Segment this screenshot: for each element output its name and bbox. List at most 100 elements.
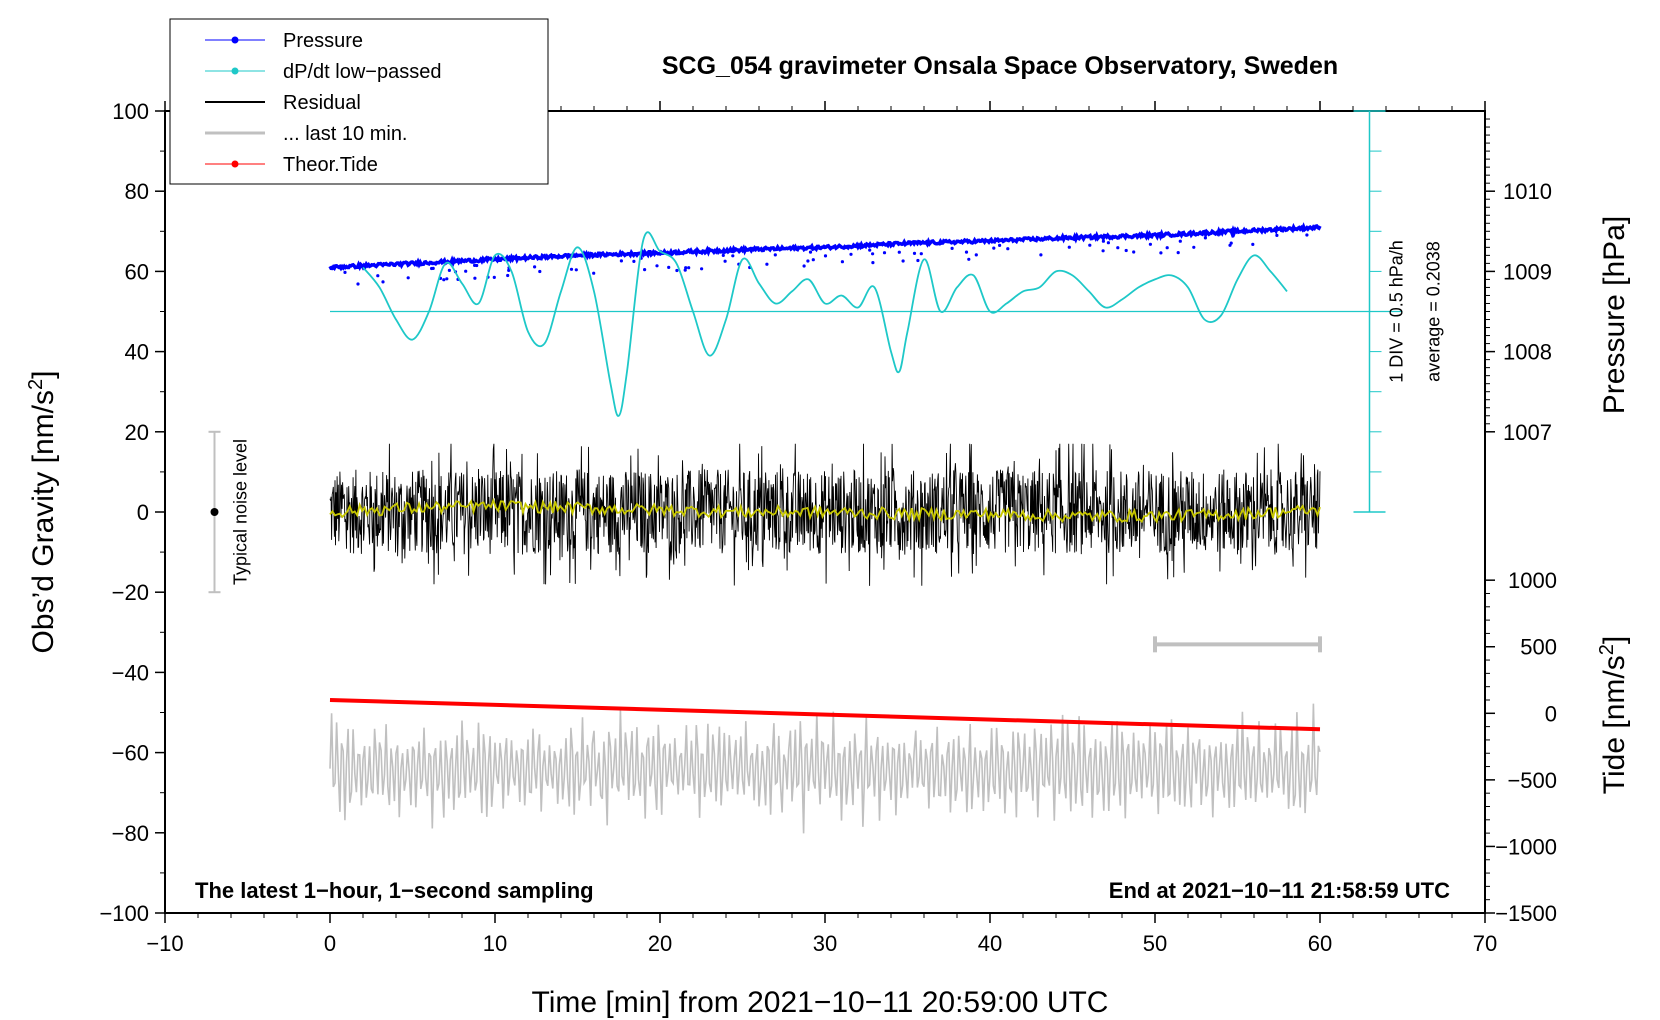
pressure-point bbox=[901, 259, 905, 263]
pressure-tick-label: 1008 bbox=[1503, 340, 1552, 365]
pressure-point bbox=[1148, 242, 1152, 246]
pressure-point bbox=[1124, 248, 1128, 253]
legend-label-dpdt: dP/dt low−passed bbox=[283, 61, 441, 83]
x-tick-label: 40 bbox=[978, 931, 1002, 956]
pressure-point bbox=[897, 250, 901, 254]
pressure-point bbox=[619, 259, 624, 263]
pressure-point bbox=[492, 275, 496, 279]
y-axis-title-tide: Tide [nm/s2] bbox=[1596, 636, 1631, 794]
pressure-tick-label: 1007 bbox=[1503, 420, 1552, 445]
dpdt-line bbox=[362, 231, 1288, 417]
pressure-point bbox=[445, 277, 449, 281]
pressure-point bbox=[1039, 253, 1043, 257]
pressure-point bbox=[1251, 242, 1255, 246]
pressure-point bbox=[687, 266, 691, 270]
pressure-point bbox=[1229, 241, 1233, 245]
pressure-point bbox=[1192, 245, 1196, 249]
pressure-tick-label: 1009 bbox=[1503, 259, 1552, 284]
pressure-point bbox=[1231, 234, 1235, 238]
pressure-point bbox=[731, 254, 735, 258]
pressure-point bbox=[475, 263, 479, 268]
tide-tick-label: −500 bbox=[1507, 768, 1557, 793]
pressure-point bbox=[823, 254, 828, 258]
pressure-point bbox=[1203, 236, 1207, 240]
dpdt-series bbox=[330, 110, 1403, 513]
pressure-point bbox=[643, 268, 647, 272]
pressure-point bbox=[765, 262, 769, 266]
pressure-point bbox=[1101, 239, 1105, 243]
pressure-point bbox=[667, 265, 671, 269]
pressure-point bbox=[1275, 233, 1279, 237]
y-tick-label: 20 bbox=[125, 420, 149, 445]
x-tick-label: 0 bbox=[324, 931, 336, 956]
pressure-point bbox=[343, 270, 347, 274]
legend-label-pressure: Pressure bbox=[283, 30, 363, 52]
chart-title: SCG_054 gravimeter Onsala Space Observat… bbox=[662, 52, 1338, 80]
pressure-point bbox=[882, 251, 887, 255]
legend-marker-dpdt bbox=[231, 67, 239, 75]
legend-item-pressure: Pressure bbox=[205, 30, 363, 52]
tide-tick-label: −1000 bbox=[1495, 834, 1557, 859]
pressure-point bbox=[632, 259, 636, 263]
legend-marker-tide bbox=[231, 160, 239, 168]
pressure-point bbox=[998, 243, 1002, 247]
pressure-point bbox=[430, 266, 434, 271]
tide-tick-label: −1500 bbox=[1495, 901, 1557, 926]
pressure-point bbox=[992, 246, 996, 250]
legend: Pressure dP/dt low−passed Residual ... l… bbox=[169, 18, 549, 185]
pressure-point bbox=[1305, 233, 1309, 237]
bottom-left-note: The latest 1−hour, 1−second sampling bbox=[195, 878, 594, 903]
pressure-point bbox=[700, 267, 704, 271]
pressure-point bbox=[684, 266, 688, 270]
legend-item-tide: Theor.Tide bbox=[205, 154, 378, 176]
pressure-point bbox=[1067, 245, 1071, 249]
pressure-point bbox=[871, 261, 875, 265]
pressure-point bbox=[683, 268, 687, 272]
pressure-point bbox=[1178, 239, 1182, 243]
pressure-point bbox=[592, 271, 596, 275]
pressure-point bbox=[1165, 246, 1169, 250]
legend-item-residual: Residual bbox=[205, 92, 361, 114]
legend-label-residual: Residual bbox=[283, 92, 361, 114]
x-tick-label: 20 bbox=[648, 931, 672, 956]
y-tick-label: 0 bbox=[137, 500, 149, 525]
pressure-point bbox=[1101, 249, 1105, 253]
pressure-point bbox=[811, 258, 815, 262]
pressure-series bbox=[328, 222, 1322, 286]
y-tick-label: 80 bbox=[125, 179, 149, 204]
pressure-point bbox=[840, 260, 845, 264]
residual-series bbox=[329, 443, 1321, 586]
noise-center-dot bbox=[210, 508, 219, 516]
pressure-point bbox=[1006, 247, 1010, 251]
pressure-point bbox=[773, 253, 777, 257]
bottom-right-note: End at 2021−10−11 21:58:59 UTC bbox=[1109, 878, 1450, 903]
pressure-point bbox=[1088, 243, 1092, 247]
y-axis-title-main-sup: 2 bbox=[25, 379, 47, 390]
pressure-point bbox=[507, 268, 511, 272]
pressure-point bbox=[574, 268, 578, 272]
tide-tick-label: 0 bbox=[1545, 701, 1557, 726]
annotations: Typical noise level 1 DIV = 0.5 hPa/h aver… bbox=[208, 240, 1444, 653]
pressure-point bbox=[538, 269, 542, 274]
pressure-point bbox=[675, 268, 679, 273]
pressure-point bbox=[808, 250, 813, 254]
pressure-point bbox=[1116, 246, 1120, 250]
pressure-point bbox=[569, 267, 574, 271]
pressure-point bbox=[871, 252, 875, 256]
pressure-point bbox=[1159, 251, 1163, 255]
legend-item-last-10-min: ... last 10 min. bbox=[205, 123, 408, 145]
pressure-point bbox=[912, 251, 917, 255]
y-tick-label: −20 bbox=[112, 580, 149, 605]
x-tick-label: 10 bbox=[483, 931, 507, 956]
pressure-point bbox=[655, 264, 659, 268]
y-tick-label: 60 bbox=[125, 259, 149, 284]
pressure-point bbox=[1176, 251, 1180, 255]
pressure-point bbox=[356, 282, 360, 286]
noise-label: Typical noise level bbox=[231, 439, 251, 585]
pressure-point bbox=[721, 253, 725, 257]
y-tick-label: 40 bbox=[125, 340, 149, 365]
pressure-point bbox=[473, 276, 477, 280]
pressure-point bbox=[533, 265, 537, 269]
tide-series bbox=[329, 697, 1321, 732]
